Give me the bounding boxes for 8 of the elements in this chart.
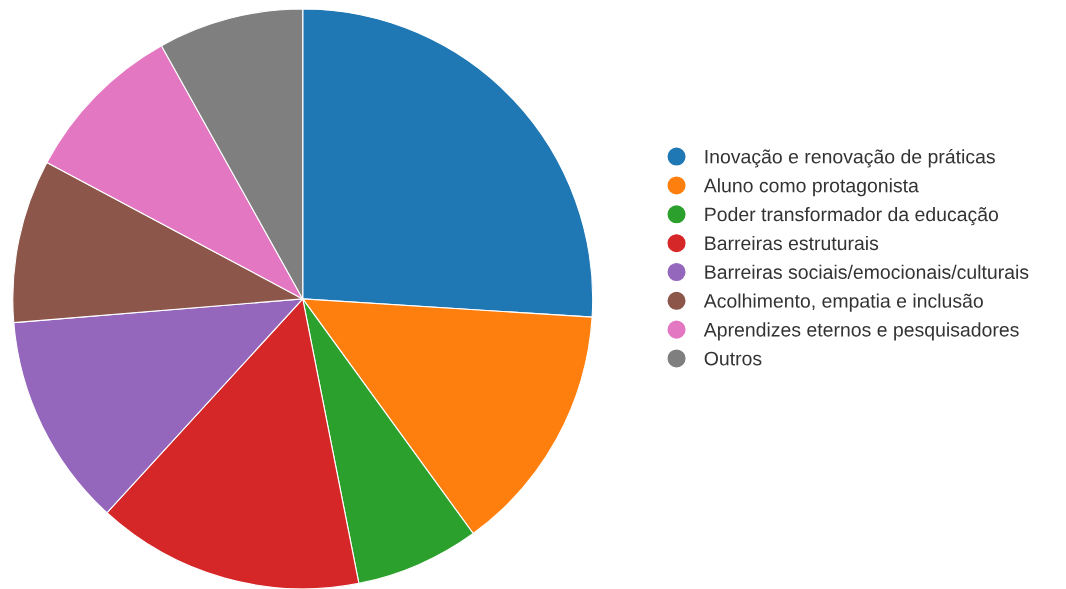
legend-label: Inovação e renovação de práticas bbox=[705, 149, 995, 168]
legend-label: Barreiras estruturais bbox=[705, 235, 879, 251]
legend-label: Poder transformador da educação bbox=[705, 206, 999, 226]
legend-label: Aprendizes eternos e pesquisadores bbox=[703, 322, 1019, 341]
legend-label: Aluno como protagonista bbox=[703, 178, 919, 197]
legend-label: Outros bbox=[704, 351, 762, 366]
legend-label: Barreiras sociais/emocionais/culturais bbox=[705, 264, 1029, 279]
legend-label: Acolhimento, empatia e inclusão bbox=[703, 293, 983, 312]
